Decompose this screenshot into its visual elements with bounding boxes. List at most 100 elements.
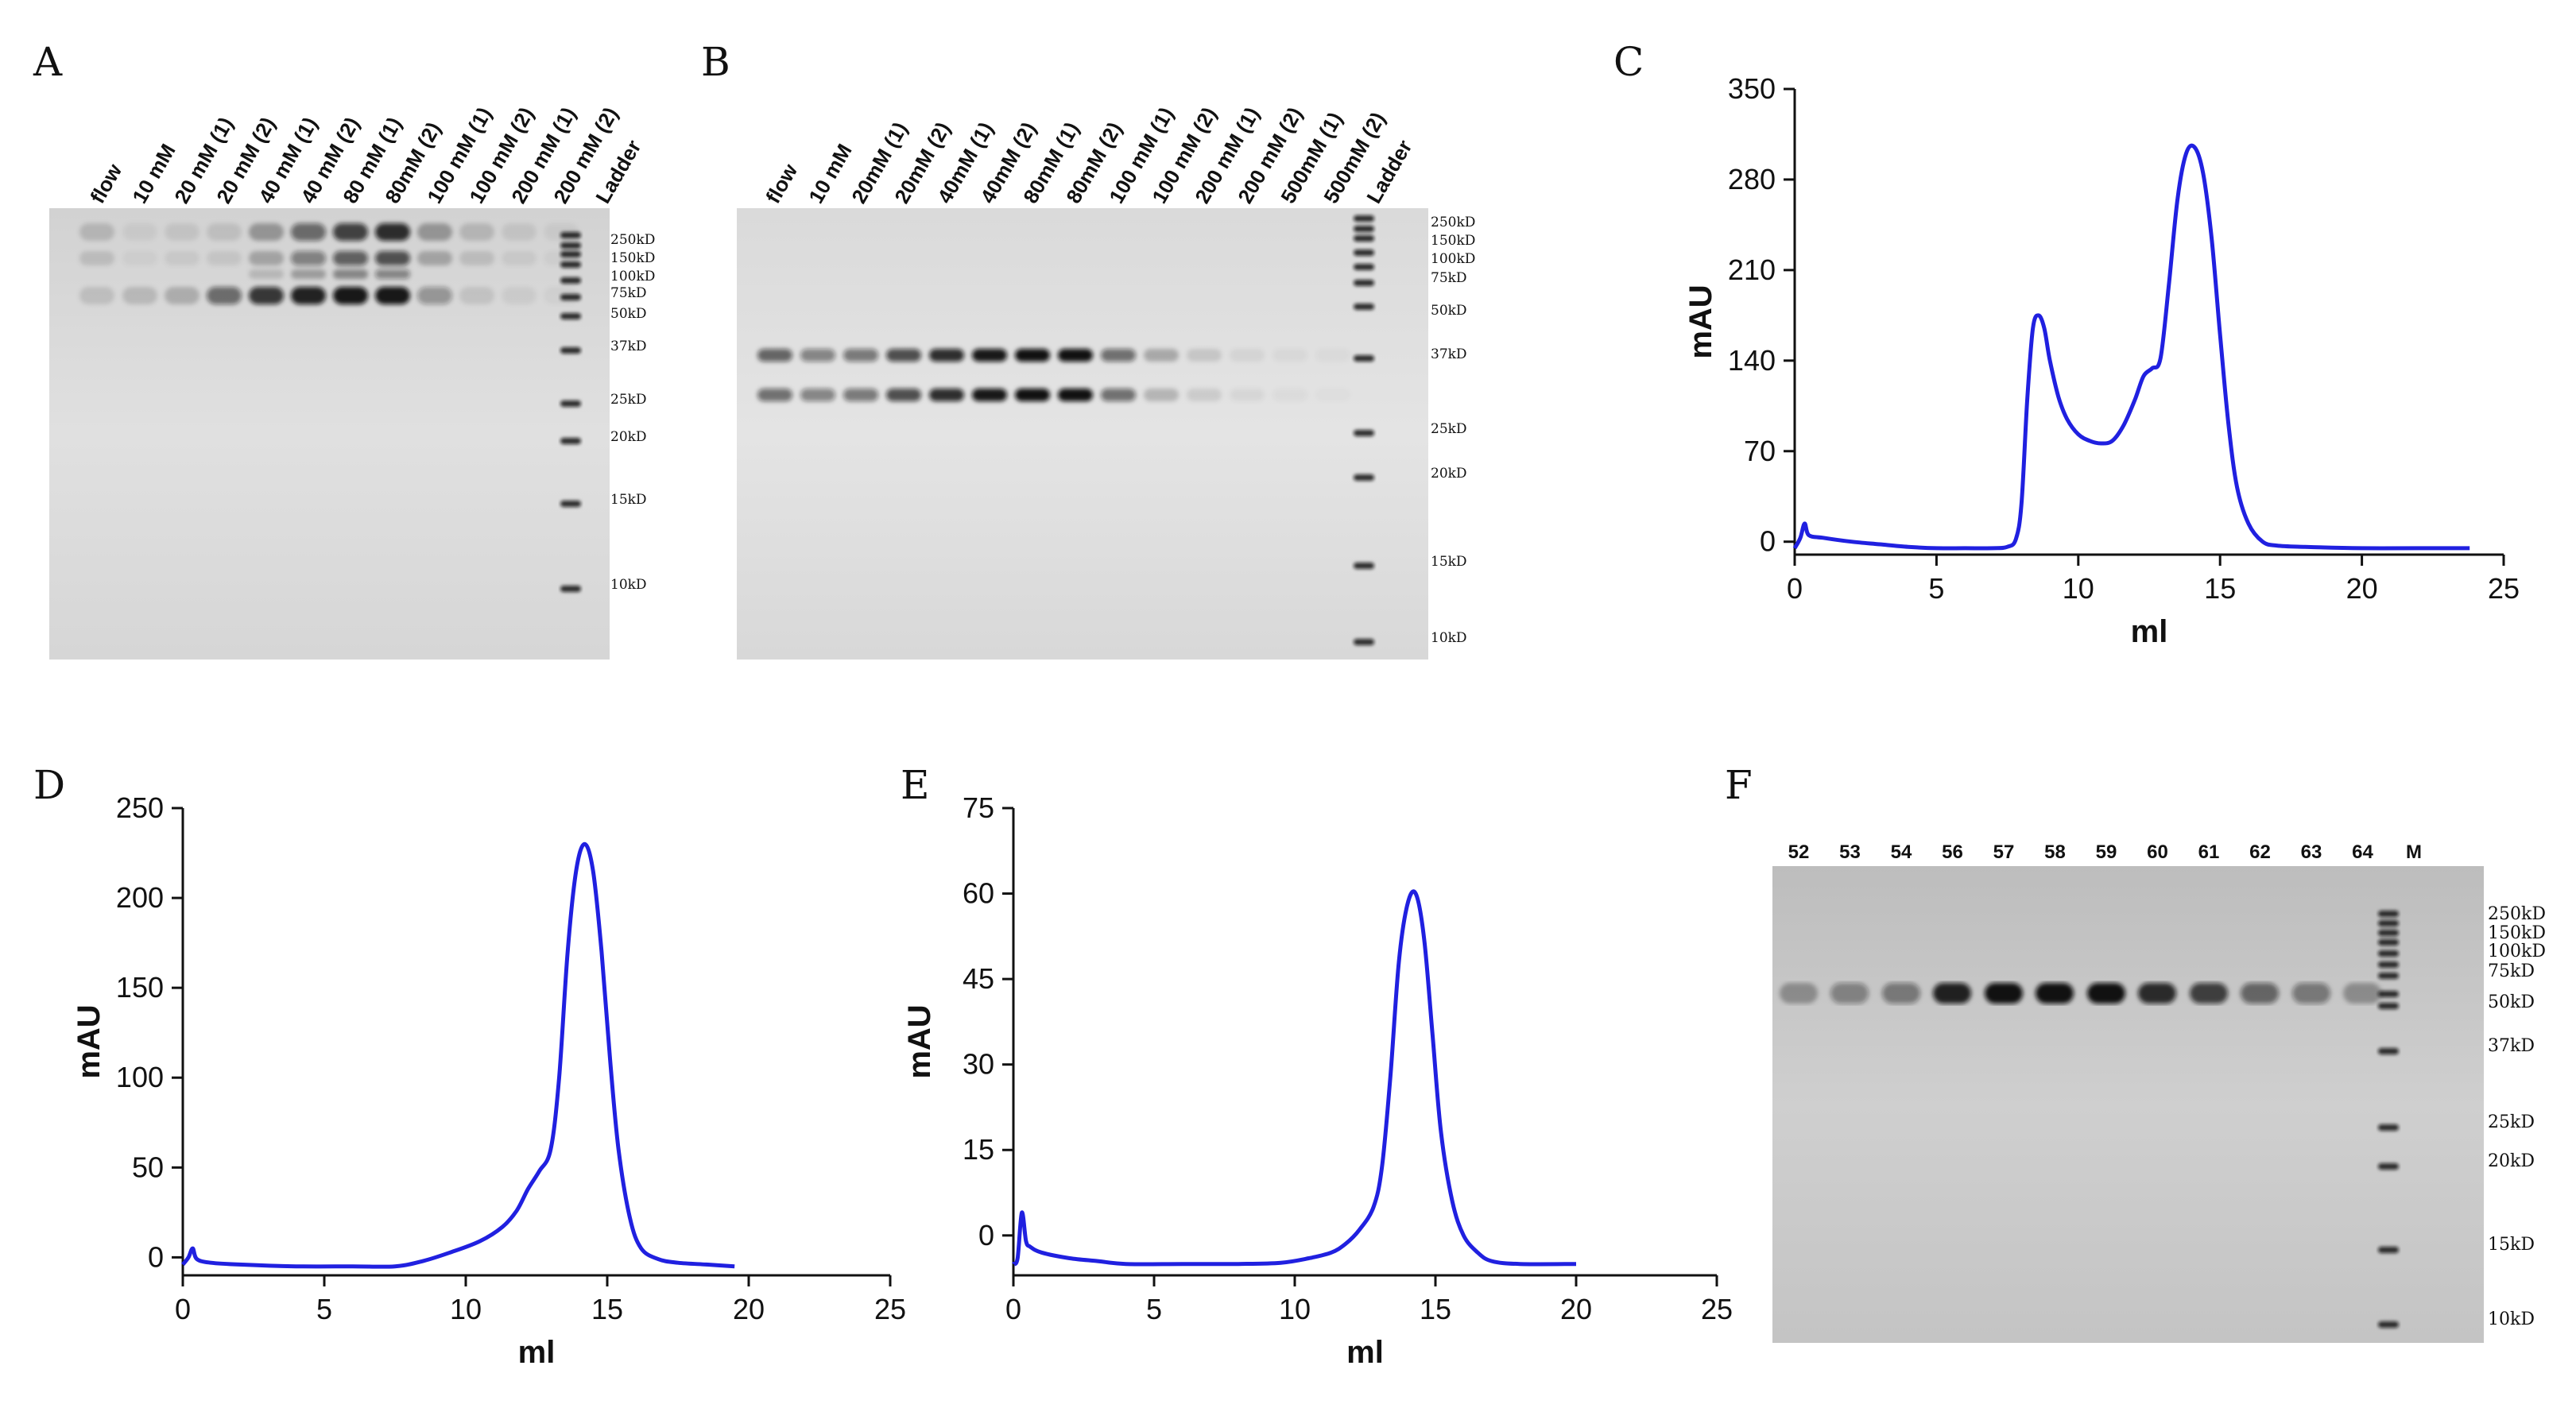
- gel-band: [207, 287, 242, 304]
- lane-label: flow: [85, 159, 126, 207]
- panel-c: C 0 5 10 15 20 25 0 70 140 210 280 350 ml mAU: [1613, 39, 2520, 649]
- ladder-band: [2378, 920, 2399, 927]
- gel-a-ladder: [560, 232, 581, 592]
- gel-band: [165, 223, 199, 241]
- gel-band: [1144, 389, 1179, 401]
- marker-label: 75kD: [1431, 270, 1467, 286]
- ladder-band: [2378, 961, 2399, 968]
- marker-label: 15kD: [610, 492, 647, 508]
- gel-band: [249, 251, 284, 265]
- gel-band: [1315, 389, 1350, 401]
- x-tick-label: 15: [2204, 572, 2236, 605]
- x-axis-title: ml: [518, 1335, 556, 1370]
- ladder-band: [2378, 1163, 2399, 1170]
- ladder-band: [1354, 563, 1374, 569]
- ladder-band: [2378, 973, 2399, 979]
- ladder-band: [560, 400, 581, 407]
- ladder-band: [2378, 911, 2399, 917]
- gel-band: [291, 223, 326, 241]
- ladder-band: [2378, 1247, 2399, 1253]
- ladder-band: [560, 242, 581, 249]
- ladder-band: [1354, 235, 1374, 242]
- gel-band: [843, 349, 878, 362]
- ladder-band: [2378, 930, 2399, 936]
- ladder-band: [1354, 430, 1374, 436]
- x-tick-label: 10: [1279, 1293, 1311, 1325]
- gel-f-bands: [1780, 983, 2381, 1004]
- gel-band: [886, 389, 921, 401]
- y-tick-label: 0: [148, 1240, 164, 1273]
- y-tick-label: 0: [978, 1219, 994, 1251]
- gel-band: [1187, 349, 1222, 362]
- y-tick-label: 350: [1728, 72, 1776, 105]
- x-tick-label: 25: [2488, 572, 2520, 605]
- marker-label: 50kD: [610, 306, 647, 322]
- marker-label: 250kD: [2488, 904, 2546, 924]
- gel-band: [2138, 983, 2176, 1004]
- marker-label: 37kD: [1431, 346, 1467, 362]
- gel-band: [291, 287, 326, 304]
- gel-band: [459, 287, 494, 304]
- gel-band: [502, 287, 537, 304]
- panel-b-letter: B: [701, 39, 730, 85]
- ladder-band: [2378, 1048, 2399, 1054]
- y-tick-label: 150: [116, 971, 164, 1004]
- gel-f: [1772, 866, 2484, 1343]
- gel-band: [502, 251, 537, 265]
- gel-band: [972, 349, 1007, 362]
- x-tick-label: 25: [1701, 1293, 1733, 1325]
- gel-band: [1230, 349, 1265, 362]
- gel-band: [417, 287, 452, 304]
- marker-label: 25kD: [2488, 1112, 2535, 1132]
- x-tick-label: 20: [2346, 572, 2378, 605]
- gel-band: [2087, 983, 2125, 1004]
- gel-band: [375, 269, 410, 279]
- gel-band: [1830, 983, 1869, 1004]
- marker-label: 25kD: [610, 392, 647, 408]
- marker-label: 25kD: [1431, 421, 1467, 437]
- gel-band: [333, 223, 368, 241]
- gel-band: [249, 269, 284, 279]
- lane-label: M: [2406, 841, 2422, 863]
- ladder-band: [1354, 474, 1374, 481]
- marker-label: 15kD: [1431, 554, 1467, 570]
- gel-band: [1058, 389, 1093, 401]
- ladder-band: [1354, 215, 1374, 222]
- gel-band: [2190, 983, 2228, 1004]
- y-tick-label: 75: [963, 791, 994, 824]
- y-tick-label: 70: [1744, 435, 1776, 467]
- gel-band: [122, 223, 157, 241]
- marker-label: 100kD: [610, 269, 655, 284]
- gel-band: [757, 389, 792, 401]
- gel-b-ladder: [1354, 215, 1374, 645]
- x-tick-label: 5: [1928, 572, 1944, 605]
- gel-band: [1058, 349, 1093, 362]
- marker-label: 10kD: [2488, 1309, 2535, 1329]
- chromatogram-line: [181, 841, 735, 1269]
- gel-band: [929, 349, 964, 362]
- gel-band: [1015, 349, 1050, 362]
- lane-label: 53: [1839, 841, 1861, 863]
- y-axis-title: mAU: [72, 1004, 107, 1078]
- gel-band: [417, 251, 452, 265]
- x-tick-label: 5: [1146, 1293, 1162, 1325]
- gel-band: [375, 251, 410, 265]
- gel-band: [1985, 983, 2023, 1004]
- marker-label: 150kD: [1431, 233, 1475, 249]
- y-tick-label: 15: [963, 1133, 994, 1166]
- gel-band: [1187, 389, 1222, 401]
- y-tick-label: 280: [1728, 163, 1776, 195]
- gel-b-bands: [757, 349, 1350, 401]
- gel-band: [333, 251, 368, 265]
- gel-band: [1882, 983, 1920, 1004]
- gel-band: [1273, 389, 1307, 401]
- ladder-band: [1354, 264, 1374, 270]
- gel-f-lane-labels: 52 53 54 56 57 58 59 60 61 62 63 64 M: [1788, 841, 2422, 863]
- x-tick-label: 0: [175, 1293, 191, 1325]
